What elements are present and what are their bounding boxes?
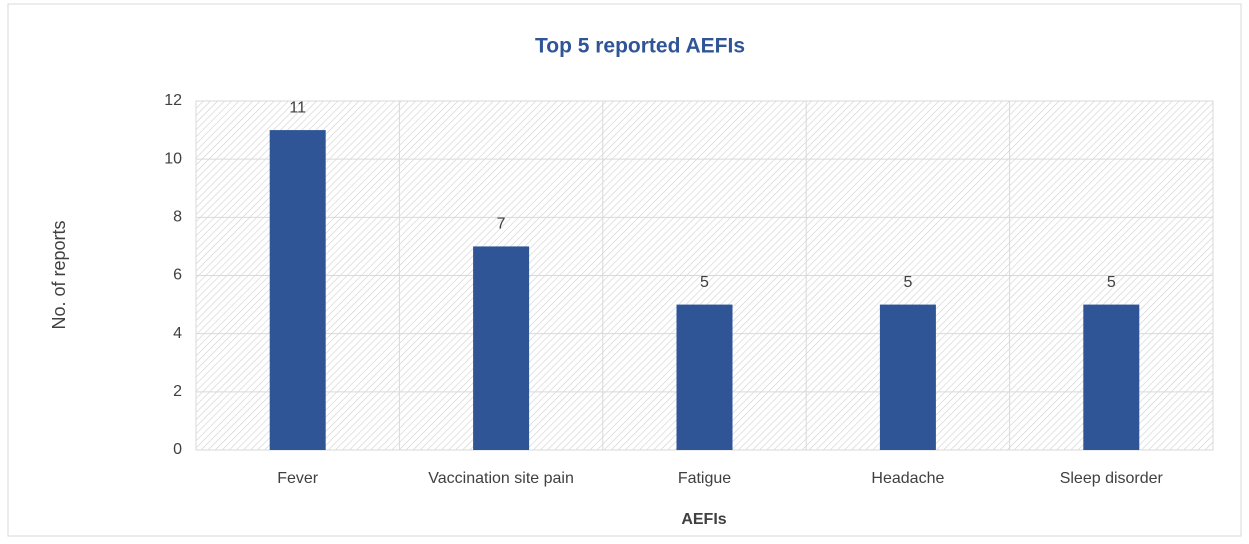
data-label: 5 [700,274,709,291]
data-label: 5 [1107,274,1116,291]
bar [1083,304,1140,450]
x-tick-label: Sleep disorder [1060,470,1164,487]
x-tick-label: Headache [871,470,944,487]
data-label: 5 [903,274,912,291]
data-label: 11 [289,99,306,116]
x-tick-label: Fatigue [678,470,731,487]
x-axis-label: AEFIs [681,511,726,528]
y-tick-label: 10 [164,150,182,167]
bar [879,304,936,450]
y-tick-label: 12 [164,92,182,109]
chart-title: Top 5 reported AEFIs [535,35,745,58]
y-tick-label: 0 [173,441,182,458]
y-tick-label: 6 [173,267,182,284]
bar [269,130,326,451]
y-tick-label: 4 [173,325,182,342]
y-tick-label: 2 [173,383,182,400]
data-label: 7 [497,216,506,233]
bar [473,246,530,450]
x-tick-label: Fever [277,470,319,487]
x-tick-label: Vaccination site pain [428,470,574,487]
y-tick-label: 8 [173,209,182,226]
y-axis-label: No. of reports [49,220,69,329]
bar [676,304,733,450]
